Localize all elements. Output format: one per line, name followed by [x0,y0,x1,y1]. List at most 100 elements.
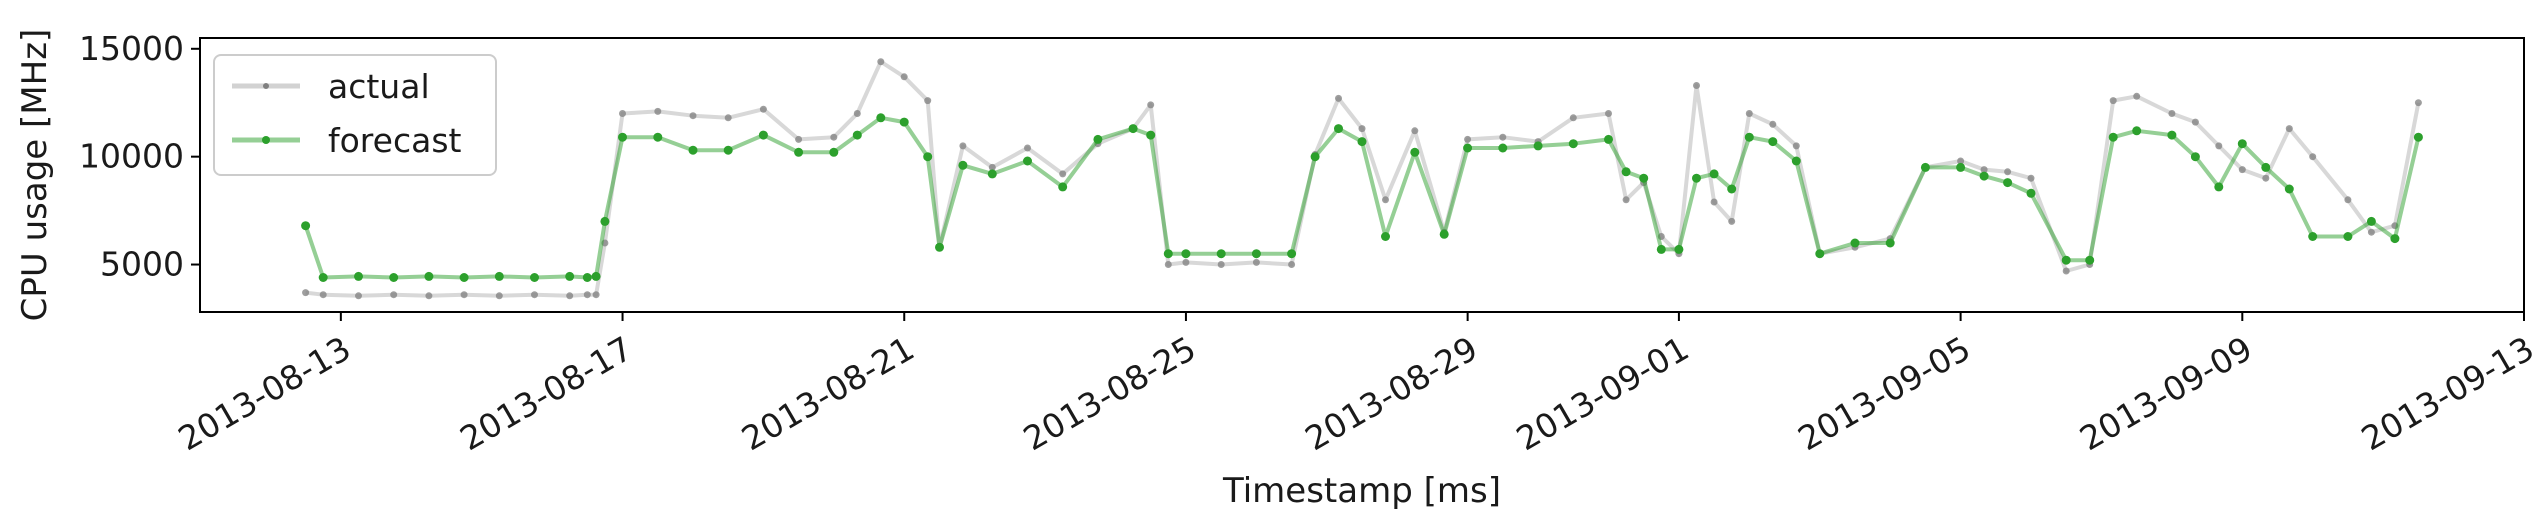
legend-entry-actual: actual [232,67,430,106]
data-point-actual [2344,196,2352,204]
data-point-forecast [1692,173,1701,183]
data-point-forecast [354,271,363,281]
data-point-forecast [1287,249,1297,259]
data-point-forecast [1815,249,1825,259]
data-point-forecast [600,216,610,226]
data-point-actual [1182,258,1190,266]
data-point-forecast [2261,162,2271,172]
data-point-forecast [565,271,575,281]
data-point-actual [1769,120,1777,128]
data-point-forecast [958,160,968,170]
data-point-forecast [1621,167,1631,177]
data-point-forecast [2003,178,2013,188]
data-point-forecast [582,273,592,282]
data-point-forecast [2308,232,2318,241]
data-point-actual [1335,94,1342,102]
data-point-forecast [987,169,997,179]
data-point-forecast [923,152,933,162]
legend-marker-forecast [262,136,270,144]
data-point-forecast [1334,124,1343,134]
data-point-forecast [2237,139,2247,149]
data-point-actual [2004,168,2012,176]
data-point-actual [2168,110,2176,117]
data-point-forecast [618,132,627,142]
data-point-actual [2262,174,2270,182]
data-point-actual [1499,133,1507,141]
data-point-forecast [876,113,886,123]
data-point-actual [724,114,732,122]
data-point-forecast [1381,232,1390,241]
x-axis-title: Timestamp [ms] [1222,471,1501,511]
data-point-actual [2367,228,2375,236]
plot-frame [199,37,2525,313]
data-point-forecast [1850,238,1860,248]
data-point-forecast [1533,141,1543,151]
data-point-actual [592,291,600,299]
data-point-actual [959,142,967,150]
data-point-actual [2062,267,2070,275]
data-point-actual [1059,170,1067,178]
data-point-actual [566,292,574,300]
data-point-actual [1164,261,1172,268]
data-point-forecast [1058,182,1068,192]
data-point-forecast [459,273,469,282]
data-point-forecast [1656,244,1666,254]
data-point-forecast [389,273,399,282]
data-point-forecast [530,273,539,282]
data-point-actual [1728,217,1736,225]
data-point-actual [531,291,538,299]
data-point-forecast [318,273,328,282]
data-point-forecast [1310,152,1320,162]
series-line-actual [305,59,2421,298]
data-point-forecast [2132,126,2142,136]
data-point-forecast [935,242,944,252]
data-point-actual [1464,135,1472,143]
data-point-forecast [591,271,601,281]
data-point-forecast [2343,232,2353,241]
data-point-actual [390,291,398,299]
data-point-forecast [1604,134,1613,144]
data-point-actual [2238,166,2246,174]
data-point-forecast [2284,184,2294,194]
data-point-forecast [2390,234,2400,244]
data-point-actual [425,292,433,300]
data-point-actual [2285,125,2293,133]
legend-box [213,54,497,176]
data-point-actual [2309,153,2317,161]
data-point-actual [1217,261,1225,268]
data-point-actual [853,110,861,117]
data-point-forecast [829,147,839,157]
data-point-actual [495,292,503,300]
data-point-forecast [1744,132,1754,142]
data-point-forecast [1357,137,1367,147]
data-point-forecast [1439,229,1449,239]
legend-entry-forecast: forecast [232,121,462,160]
data-point-actual [1745,110,1753,117]
y-tick-label: 10000 [79,137,184,176]
data-point-forecast [1146,130,1156,140]
data-point-forecast [723,145,733,155]
data-point-actual [2215,142,2223,150]
data-point-forecast [653,132,663,142]
y-axis-title: CPU usage [MHz] [15,29,55,322]
data-point-forecast [1163,249,1173,259]
data-point-actual [1147,101,1155,109]
data-point-actual [689,112,697,120]
data-point-forecast [688,145,698,155]
data-point-actual [1288,261,1296,268]
data-point-actual [830,133,838,141]
plot-area [301,58,2423,300]
data-point-forecast [1956,162,1966,172]
data-point-actual [1382,196,1389,204]
data-point-forecast [2108,132,2118,142]
data-point-actual [583,291,591,299]
legend-label-forecast: forecast [328,121,462,160]
data-point-forecast [1979,171,1989,181]
data-point-forecast [899,117,909,127]
series-forecast [301,113,2423,282]
legend-label-actual: actual [328,67,430,106]
data-point-actual [1605,110,1612,117]
data-point-actual [795,135,803,143]
data-point-forecast [1463,143,1473,153]
